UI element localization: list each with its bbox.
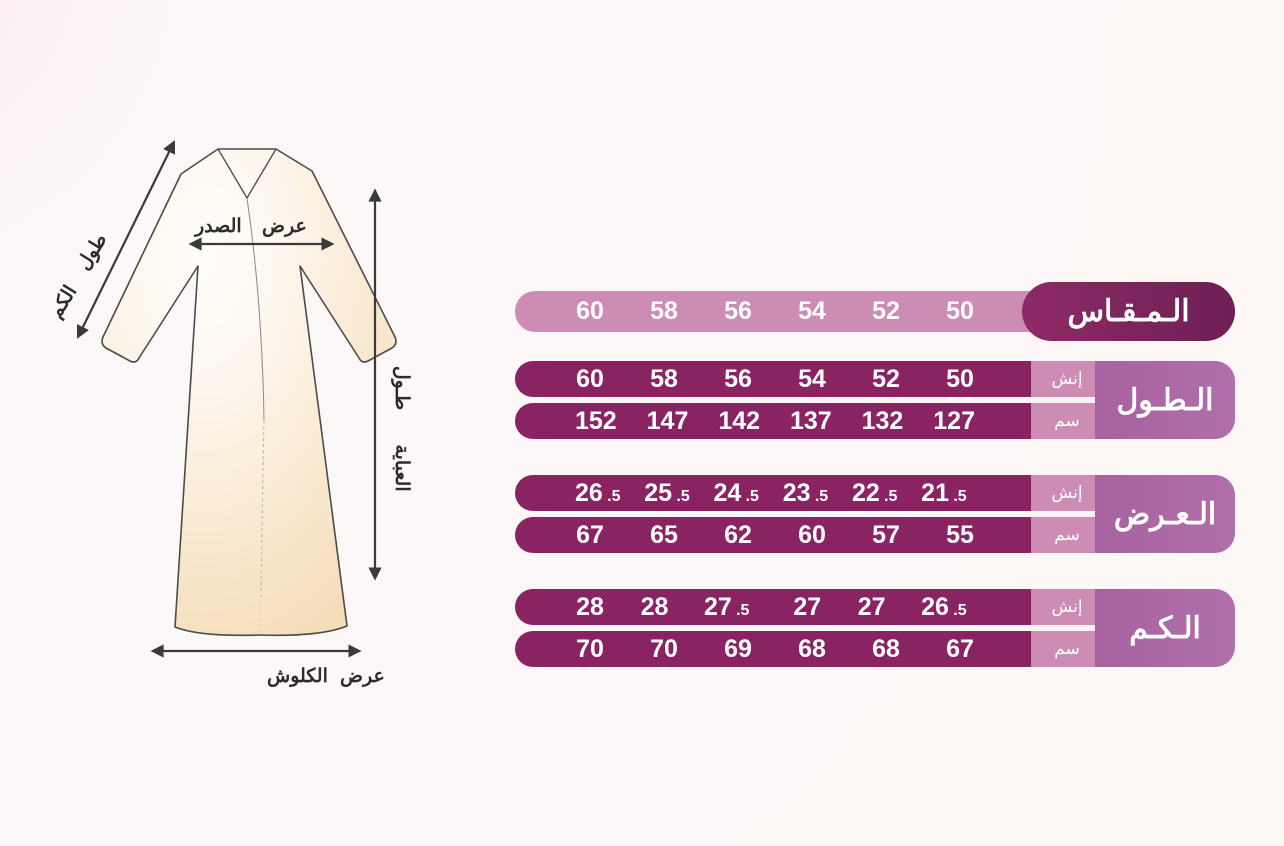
svg-text:العباية: العباية — [391, 444, 412, 491]
svg-text:الصدر: الصدر — [193, 216, 242, 237]
svg-text:الكم: الكم — [45, 282, 81, 322]
svg-text:عرض: عرض — [262, 216, 307, 237]
svg-text:طول: طول — [73, 230, 111, 274]
svg-text:طـول: طـول — [391, 366, 412, 410]
svg-text:عرض: عرض — [340, 666, 385, 687]
svg-text:الكلوش: الكلوش — [267, 666, 328, 687]
